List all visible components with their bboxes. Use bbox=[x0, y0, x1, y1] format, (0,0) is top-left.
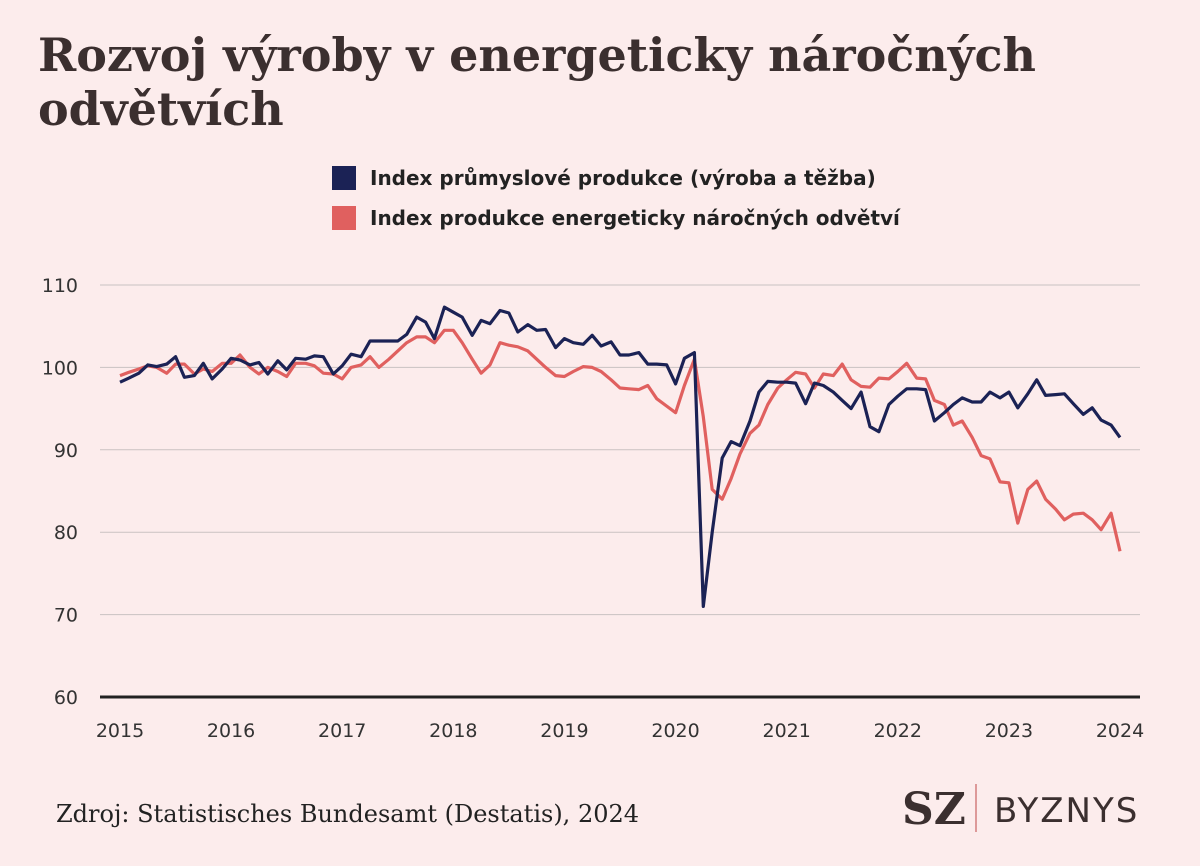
legend-label: Index průmyslové produkce (výroba a těžb… bbox=[370, 166, 876, 190]
y-tick-label: 90 bbox=[54, 440, 78, 462]
title-box: Rozvoj výroby v energeticky náročných od… bbox=[38, 28, 1036, 136]
legend-swatch bbox=[332, 166, 356, 190]
series-line bbox=[119, 305, 1122, 608]
x-tick-label: 2020 bbox=[651, 720, 699, 742]
x-tick-label: 2023 bbox=[985, 720, 1033, 742]
source: Zdroj: Statistisches Bundesamt (Destatis… bbox=[56, 800, 639, 828]
x-tick-label: 2015 bbox=[96, 720, 144, 742]
y-tick-label: 100 bbox=[42, 357, 78, 379]
x-tick-label: 2018 bbox=[429, 720, 477, 742]
legend-swatch bbox=[332, 206, 356, 230]
y-tick-label: 70 bbox=[54, 605, 78, 627]
x-tick-label: 2019 bbox=[540, 720, 588, 742]
x-tick-label: 2024 bbox=[1096, 720, 1144, 742]
legend-label: Index produkce energeticky náročných odv… bbox=[370, 206, 901, 230]
logo-brand: SZ bbox=[902, 784, 966, 835]
x-tick-label: 2021 bbox=[762, 720, 810, 742]
logo-section: BYZNYS bbox=[994, 791, 1139, 831]
y-tick-label: 110 bbox=[42, 275, 78, 297]
x-tick-label: 2022 bbox=[874, 720, 922, 742]
y-tick-label: 60 bbox=[54, 687, 78, 709]
x-tick-label: 2017 bbox=[318, 720, 366, 742]
series-line bbox=[119, 328, 1122, 552]
chart-title: Rozvoj výroby v energeticky náročných od… bbox=[38, 28, 1036, 136]
y-tick-label: 80 bbox=[54, 522, 78, 544]
x-tick-label: 2016 bbox=[207, 720, 255, 742]
